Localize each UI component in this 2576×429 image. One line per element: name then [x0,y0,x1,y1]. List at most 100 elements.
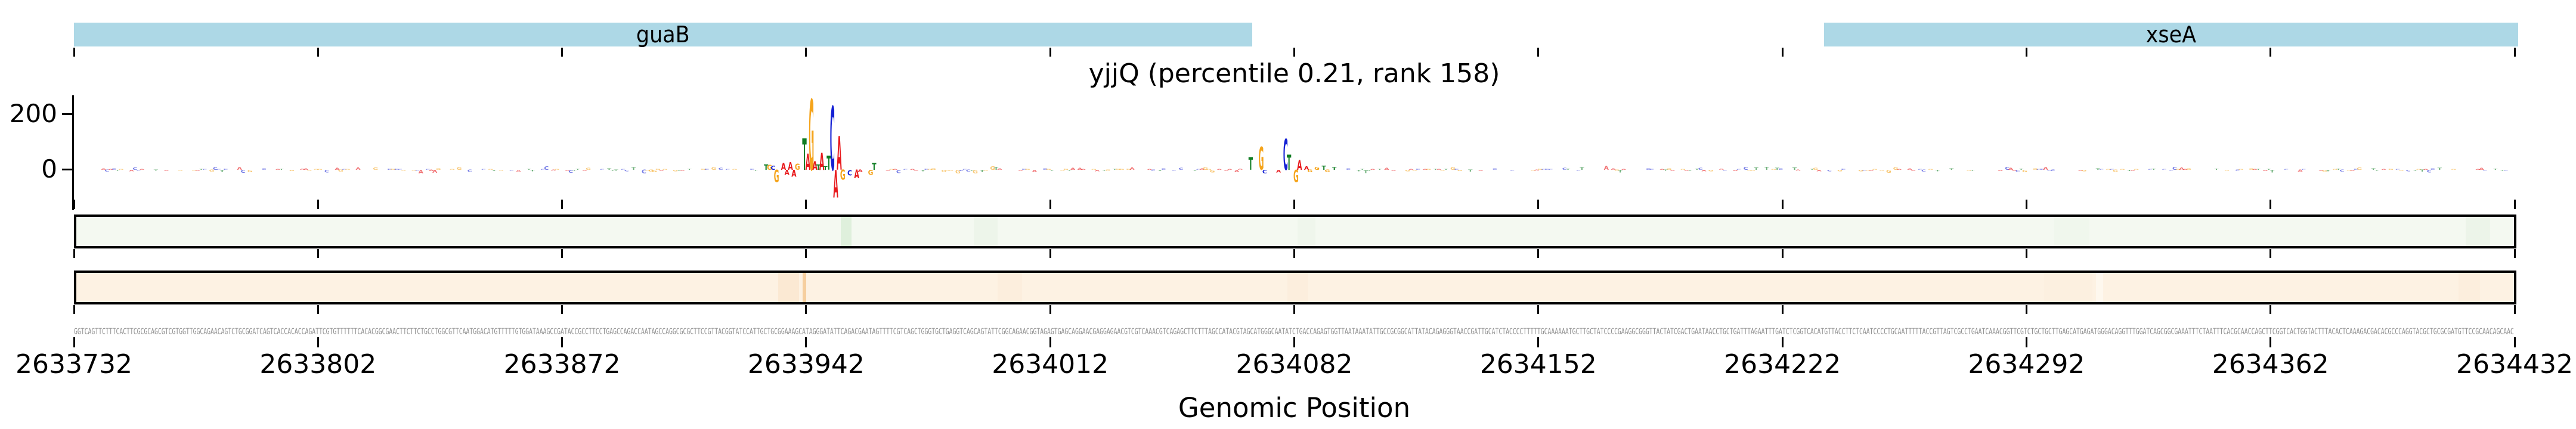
plot-title: yjjQ (percentile 0.21, rank 158) [1088,58,1500,89]
noise-letter: C [568,170,573,174]
noise-letter: C [2036,169,2041,170]
logo-letter: G [1325,169,1330,173]
noise-letter: C [216,169,221,170]
noise-letter: A [910,169,915,170]
noise-letter: G [289,170,295,172]
noise-letter: T [1566,169,1571,170]
track-box-orange [74,271,2516,304]
x-tick [805,48,807,57]
noise-letter: G [457,167,462,171]
x-tick [1781,48,1784,57]
noise-letter: C [1172,170,1176,171]
noise-letter: G [411,170,417,171]
logo-letter: G [1259,141,1264,178]
noise-letter: T [575,169,580,170]
x-tick [2270,337,2272,347]
x-tick [317,305,319,314]
noise-letter: A [1907,168,1912,170]
noise-letter: G [1813,167,1818,170]
noise-letter: T [2256,169,2261,170]
noise-letter: A [1897,169,1902,170]
noise-letter: C [1416,168,1420,170]
noise-letter: A [2263,170,2269,172]
noise-letter: C [481,169,486,170]
noise-letter: T [1618,170,1623,174]
x-tick [1537,305,1540,314]
noise-letter: T [1664,170,1668,172]
noise-letter: G [1119,169,1125,170]
noise-letter: G [338,169,343,172]
noise-letter: C [394,169,399,170]
noise-letter: G [711,167,717,171]
noise-letter: T [607,168,612,170]
noise-letter: A [164,170,169,171]
noise-letter: C [132,167,137,170]
gene-bar-guaB: guaB [74,23,1253,46]
noise-letter: C [2015,169,2020,173]
noise-letter: C [962,169,967,170]
noise-letter: T [2413,170,2418,171]
noise-letter: G [1750,170,1755,171]
noise-letter: C [544,166,549,171]
noise-letter: T [154,170,159,171]
noise-letter: C [1042,168,1047,170]
noise-letter: G [2249,168,2254,170]
noise-letter: G [450,169,455,170]
noise-letter: G [373,167,378,170]
noise-letter: A [2423,169,2428,170]
noise-letter: G [1747,170,1752,171]
y-tick-label-0: 0 [41,154,57,184]
noise-letter: A [1227,169,1232,170]
noise-letter: A [300,169,305,170]
noise-letter: A [432,170,437,174]
noise-letter: G [2106,169,2111,170]
noise-letter: A [1018,170,1023,171]
noise-letter: G [2346,170,2352,171]
x-tick [2270,249,2272,258]
gene-label: xseA [2145,21,2197,48]
heat-stripe [2054,217,2089,246]
noise-letter: G [2416,169,2422,170]
x-tick [317,200,319,209]
noise-letter: G [1966,170,1971,171]
noise-letter: T [2420,169,2425,172]
x-tick [2513,249,2516,258]
noise-letter: A [1621,169,1626,170]
noise-letter: G [2388,169,2394,170]
noise-letter: G [941,169,946,173]
noise-letter: T [199,169,204,170]
noise-letter: A [2479,167,2484,170]
logo-letter: G [809,80,814,193]
noise-letter: G [673,169,678,172]
noise-letter: T [279,169,284,170]
noise-letter: C [1646,168,1651,170]
x-tick [73,249,75,258]
noise-letter: C [387,169,392,170]
noise-letter: C [1921,169,1926,172]
x-tick [1049,200,1051,209]
noise-letter: G [191,170,197,171]
noise-letter: A [2252,169,2257,170]
noise-letter: C [1179,167,1184,171]
noise-letter: T [1158,170,1163,172]
noise-letter: C [2099,169,2104,170]
x-tick [2270,305,2272,314]
x-tick [317,48,319,57]
x-tick-label: 2634292 [1968,349,2085,380]
x-tick [1781,305,1784,314]
noise-letter: A [1733,170,1739,172]
x-tick [2270,200,2272,209]
noise-letter: G [401,170,406,171]
noise-letter: A [2008,167,2014,170]
noise-letter: G [1025,169,1030,170]
track-box-green [74,214,2516,248]
noise-letter: A [419,169,424,175]
noise-letter: C [1723,170,1727,171]
noise-letter: A [1129,167,1135,170]
logo-letter: G [767,164,772,172]
x-tick [561,337,564,347]
x-tick [561,200,564,209]
noise-letter: G [1865,170,1871,171]
noise-letter: G [1771,169,1776,170]
x-tick-label: 2634432 [2456,349,2573,380]
